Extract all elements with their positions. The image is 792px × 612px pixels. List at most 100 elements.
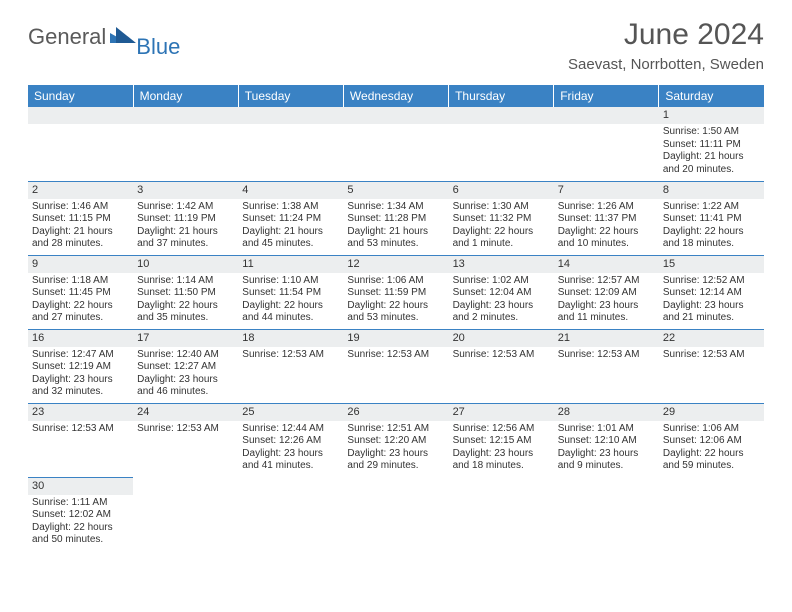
calendar-cell: 24Sunrise: 12:53 AM [133, 403, 238, 477]
sunrise-text: Sunrise: 12:53 AM [453, 349, 550, 362]
calendar-cell: 16Sunrise: 12:47 AMSunset: 12:19 AMDayli… [28, 329, 133, 403]
sunrise-text: Sunrise: 1:10 AM [242, 275, 339, 288]
calendar-cell: 25Sunrise: 12:44 AMSunset: 12:26 AMDayli… [238, 403, 343, 477]
daylight-text2: and 28 minutes. [32, 238, 129, 251]
day-number: 2 [28, 182, 133, 199]
day-number: 4 [238, 182, 343, 199]
day-number-empty [28, 107, 133, 124]
day-info: Sunrise: 12:56 AMSunset: 12:15 AMDayligh… [449, 421, 554, 475]
weekday-header: Monday [133, 85, 238, 107]
sunset-text: Sunset: 12:27 AM [137, 361, 234, 374]
day-number: 18 [238, 330, 343, 347]
calendar-cell: 15Sunrise: 12:52 AMSunset: 12:14 AMDayli… [659, 255, 764, 329]
sunrise-text: Sunrise: 1:02 AM [453, 275, 550, 288]
weekday-header: Sunday [28, 85, 133, 107]
calendar-cell: 13Sunrise: 1:02 AMSunset: 12:04 AMDaylig… [449, 255, 554, 329]
calendar-cell: 6Sunrise: 1:30 AMSunset: 11:32 PMDayligh… [449, 181, 554, 255]
sunrise-text: Sunrise: 12:52 AM [663, 275, 760, 288]
day-info: Sunrise: 1:38 AMSunset: 11:24 PMDaylight… [238, 199, 343, 253]
sunrise-text: Sunrise: 1:38 AM [242, 201, 339, 214]
calendar-cell: 20 Sunrise: 12:53 AM [449, 329, 554, 403]
sunset-text: Sunset: 12:14 AM [663, 287, 760, 300]
sunset-text: Sunset: 11:28 PM [347, 213, 444, 226]
daylight-text2: and 29 minutes. [347, 460, 444, 473]
calendar-row: 1 Sunrise: 1:50 AM Sunset: 11:11 PM Dayl… [28, 107, 764, 181]
daylight-text: Daylight: 23 hours [347, 448, 444, 461]
day-number: 23 [28, 404, 133, 421]
day-info: Sunrise: 12:47 AMSunset: 12:19 AMDayligh… [28, 347, 133, 401]
calendar-cell: 30Sunrise: 1:11 AMSunset: 12:02 AMDaylig… [28, 477, 133, 551]
calendar-cell: 12Sunrise: 1:06 AMSunset: 11:59 PMDaylig… [343, 255, 448, 329]
daylight-text: Daylight: 23 hours [558, 448, 655, 461]
day-number: 28 [554, 404, 659, 421]
daylight-text: Daylight: 22 hours [663, 226, 760, 239]
day-number: 22 [659, 330, 764, 347]
calendar-cell: 28Sunrise: 1:01 AMSunset: 12:10 AMDaylig… [554, 403, 659, 477]
day-number-empty [133, 107, 238, 124]
day-info: Sunrise: 1:30 AMSunset: 11:32 PMDaylight… [449, 199, 554, 253]
sunrise-text: Sunrise: 12:40 AM [137, 349, 234, 362]
day-info: Sunrise: 12:53 AM [238, 347, 343, 364]
day-info: Sunrise: 1:10 AMSunset: 11:54 PMDaylight… [238, 273, 343, 327]
calendar-cell: 3Sunrise: 1:42 AMSunset: 11:19 PMDayligh… [133, 181, 238, 255]
daylight-text: Daylight: 22 hours [32, 300, 129, 313]
sunrise-text: Sunrise: 12:53 AM [242, 349, 339, 362]
daylight-text2: and 1 minute. [453, 238, 550, 251]
daylight-text2: and 11 minutes. [558, 312, 655, 325]
day-info: Sunrise: 1:14 AMSunset: 11:50 PMDaylight… [133, 273, 238, 327]
daylight-text2: and 2 minutes. [453, 312, 550, 325]
sunrise-text: Sunrise: 1:30 AM [453, 201, 550, 214]
daylight-text2: and 10 minutes. [558, 238, 655, 251]
day-info: Sunrise: 12:53 AM [133, 421, 238, 438]
logo-text-general: General [28, 24, 106, 50]
day-number: 11 [238, 256, 343, 273]
day-info: Sunrise: 12:53 AM [449, 347, 554, 364]
daylight-text: Daylight: 22 hours [32, 522, 129, 535]
day-number: 29 [659, 404, 764, 421]
day-info: Sunrise: 12:51 AMSunset: 12:20 AMDayligh… [343, 421, 448, 475]
day-number: 27 [449, 404, 554, 421]
day-info: Sunrise: 1:34 AMSunset: 11:28 PMDaylight… [343, 199, 448, 253]
sunrise-text: Sunrise: 1:22 AM [663, 201, 760, 214]
day-number-empty [449, 107, 554, 124]
daylight-text: Daylight: 23 hours [137, 374, 234, 387]
day-info: Sunrise: 12:53 AM [343, 347, 448, 364]
calendar-cell: 21Sunrise: 12:53 AM [554, 329, 659, 403]
calendar-cell: 19Sunrise: 12:53 AM [343, 329, 448, 403]
sunset-text: Sunset: 11:11 PM [663, 139, 760, 152]
sunset-text: Sunset: 11:41 PM [663, 213, 760, 226]
daylight-text2: and 32 minutes. [32, 386, 129, 399]
day-info: Sunrise: 1:02 AMSunset: 12:04 AMDaylight… [449, 273, 554, 327]
daylight-text2: and 46 minutes. [137, 386, 234, 399]
day-number: 20 [449, 330, 554, 347]
day-info: Sunrise: 12:44 AMSunset: 12:26 AMDayligh… [238, 421, 343, 475]
calendar-row: 16Sunrise: 12:47 AMSunset: 12:19 AMDayli… [28, 329, 764, 403]
daylight-text2: and 44 minutes. [242, 312, 339, 325]
sunset-text: Sunset: 12:10 AM [558, 435, 655, 448]
day-info: Sunrise: 1:46 AMSunset: 11:15 PMDaylight… [28, 199, 133, 253]
sunset-text: Sunset: 11:32 PM [453, 213, 550, 226]
day-number: 12 [343, 256, 448, 273]
day-number: 14 [554, 256, 659, 273]
calendar-cell: 1 Sunrise: 1:50 AM Sunset: 11:11 PM Dayl… [659, 107, 764, 181]
sunset-text: Sunset: 11:50 PM [137, 287, 234, 300]
sunset-text: Sunset: 12:09 AM [558, 287, 655, 300]
day-info: Sunrise: 1:22 AMSunset: 11:41 PMDaylight… [659, 199, 764, 253]
day-info: Sunrise: 1:06 AMSunset: 12:06 AMDaylight… [659, 421, 764, 475]
weekday-header: Tuesday [238, 85, 343, 107]
day-number: 9 [28, 256, 133, 273]
sunrise-text: Sunrise: 1:26 AM [558, 201, 655, 214]
weekday-header-row: Sunday Monday Tuesday Wednesday Thursday… [28, 85, 764, 107]
sunset-text: Sunset: 12:20 AM [347, 435, 444, 448]
daylight-text: Daylight: 21 hours [242, 226, 339, 239]
daylight-text2: and 45 minutes. [242, 238, 339, 251]
daylight-text: Daylight: 23 hours [453, 448, 550, 461]
daylight-text: Daylight: 22 hours [347, 300, 444, 313]
day-number: 16 [28, 330, 133, 347]
calendar-cell: 5Sunrise: 1:34 AMSunset: 11:28 PMDayligh… [343, 181, 448, 255]
day-info: Sunrise: 1:18 AMSunset: 11:45 PMDaylight… [28, 273, 133, 327]
day-info: Sunrise: 12:53 AM [659, 347, 764, 364]
daylight-text2: and 35 minutes. [137, 312, 234, 325]
calendar-row: 9Sunrise: 1:18 AMSunset: 11:45 PMDayligh… [28, 255, 764, 329]
sunrise-text: Sunrise: 1:14 AM [137, 275, 234, 288]
